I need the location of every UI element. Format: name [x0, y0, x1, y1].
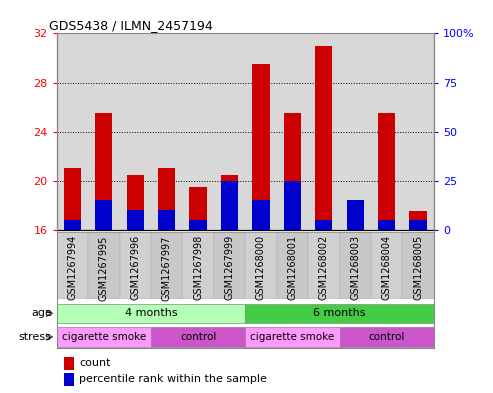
Text: GSM1267994: GSM1267994: [68, 235, 77, 301]
Bar: [64, 357, 73, 369]
Bar: [410, 220, 427, 230]
Bar: [57, 232, 88, 299]
Bar: [378, 220, 395, 230]
Bar: [410, 211, 427, 230]
Bar: [245, 304, 434, 323]
Text: GSM1267996: GSM1267996: [130, 235, 141, 301]
Bar: [158, 210, 176, 230]
Bar: [347, 224, 364, 230]
Bar: [189, 187, 207, 230]
Text: control: control: [180, 332, 216, 342]
Bar: [315, 220, 332, 230]
Text: GSM1268001: GSM1268001: [287, 235, 297, 300]
Bar: [95, 200, 112, 230]
Text: GSM1267998: GSM1267998: [193, 235, 203, 301]
Bar: [221, 181, 238, 230]
Text: count: count: [79, 358, 111, 368]
Bar: [119, 232, 151, 299]
Text: GSM1267997: GSM1267997: [162, 235, 172, 301]
Bar: [245, 327, 340, 347]
Text: 4 months: 4 months: [125, 309, 177, 318]
Bar: [245, 232, 277, 299]
Text: GSM1268005: GSM1268005: [413, 235, 423, 301]
Bar: [340, 327, 434, 347]
Text: GSM1268004: GSM1268004: [382, 235, 392, 300]
Bar: [308, 232, 340, 299]
Bar: [252, 64, 270, 230]
Bar: [88, 232, 119, 299]
Bar: [158, 169, 176, 230]
Bar: [277, 232, 308, 299]
Text: cigarette smoke: cigarette smoke: [250, 332, 335, 342]
Bar: [95, 113, 112, 230]
Bar: [284, 113, 301, 230]
Text: GSM1267995: GSM1267995: [99, 235, 109, 301]
Text: percentile rank within the sample: percentile rank within the sample: [79, 374, 267, 384]
Text: age: age: [31, 309, 52, 318]
Bar: [252, 200, 270, 230]
Bar: [347, 200, 364, 230]
Bar: [64, 169, 81, 230]
Bar: [284, 181, 301, 230]
Bar: [151, 232, 182, 299]
Bar: [214, 232, 246, 299]
Text: GDS5438 / ILMN_2457194: GDS5438 / ILMN_2457194: [49, 19, 213, 32]
Bar: [221, 174, 238, 230]
Text: GSM1268000: GSM1268000: [256, 235, 266, 300]
Bar: [315, 46, 332, 230]
Text: GSM1268002: GSM1268002: [319, 235, 329, 301]
Bar: [182, 232, 214, 299]
Bar: [371, 232, 402, 299]
Text: control: control: [368, 332, 405, 342]
Bar: [402, 232, 434, 299]
Bar: [57, 327, 151, 347]
Bar: [64, 373, 73, 386]
Bar: [57, 304, 245, 323]
Text: GSM1268003: GSM1268003: [350, 235, 360, 300]
Bar: [189, 220, 207, 230]
Text: GSM1267999: GSM1267999: [224, 235, 235, 301]
Text: cigarette smoke: cigarette smoke: [62, 332, 146, 342]
Bar: [127, 210, 144, 230]
Bar: [127, 174, 144, 230]
Bar: [64, 220, 81, 230]
Text: stress: stress: [19, 332, 52, 342]
Bar: [151, 327, 245, 347]
Text: 6 months: 6 months: [314, 309, 366, 318]
Bar: [378, 113, 395, 230]
Bar: [340, 232, 371, 299]
